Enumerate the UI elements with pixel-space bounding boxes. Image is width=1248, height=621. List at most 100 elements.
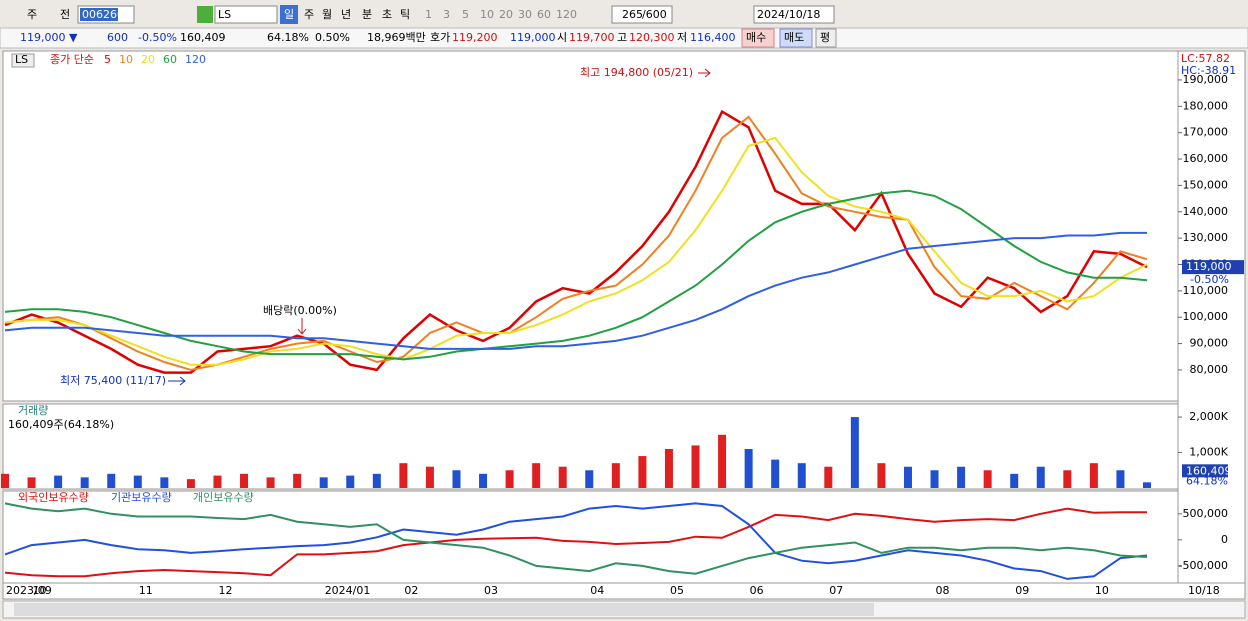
dividend-arrow xyxy=(297,318,307,335)
toolbar-text: LS xyxy=(218,8,231,21)
volume-bar xyxy=(80,477,89,488)
count-input[interactable] xyxy=(611,5,673,24)
y-tick-label: 110,000 xyxy=(1183,284,1229,297)
period-tab[interactable]: 월 xyxy=(322,8,332,21)
y-tick-label: 1,000K xyxy=(1189,446,1228,459)
volume-bar xyxy=(1,473,9,488)
date-input[interactable] xyxy=(753,5,835,24)
volume-bar xyxy=(1089,463,1098,488)
toolbar-text: 시 xyxy=(557,31,567,44)
toolbar-text: 120,300 xyxy=(629,31,675,44)
y-tick-label: 130,000 xyxy=(1183,231,1229,244)
volume-bar xyxy=(850,417,859,488)
volume-bar xyxy=(399,463,408,488)
y-tick-label: 160,000 xyxy=(1183,152,1229,165)
current-volume-rate: 64.18% xyxy=(1186,474,1228,487)
volume-bar xyxy=(585,470,594,488)
series-line xyxy=(4,136,1148,366)
name-input[interactable] xyxy=(214,5,278,24)
y-tick-label: 80,000 xyxy=(1190,363,1229,376)
volume-bar xyxy=(983,470,992,488)
y-tick-label: 2,000K xyxy=(1189,410,1228,423)
period-tab[interactable]: 초 xyxy=(382,8,392,21)
x-tick-label: 10 xyxy=(33,584,47,597)
legend-entry: 60 xyxy=(163,53,177,66)
period-tab[interactable]: 분 xyxy=(362,8,372,21)
count-tab: 3 xyxy=(443,8,450,21)
quote-bar xyxy=(0,27,1248,49)
toolbar-text: 64.18% xyxy=(267,31,309,44)
volume-bar xyxy=(319,477,328,488)
x-tick-label: 08 xyxy=(936,584,950,597)
sell-button[interactable] xyxy=(779,28,813,48)
low-note: 최저 75,400 (11/17) xyxy=(60,374,166,387)
volume-bar xyxy=(160,477,169,488)
y-tick-label: 140,000 xyxy=(1183,205,1229,218)
volume-bar xyxy=(957,466,966,488)
legend-entry: 10 xyxy=(119,53,133,66)
buy-button[interactable] xyxy=(741,28,775,48)
volume-title: 거래량 xyxy=(18,404,48,417)
volume-bar xyxy=(266,477,275,488)
legend-entry: 5 xyxy=(104,53,111,66)
holdings-pane xyxy=(2,490,1179,584)
toolbar-text: 매수 xyxy=(746,31,766,44)
volume-bar xyxy=(452,470,461,488)
x-end-label: 10/18 xyxy=(1188,584,1220,597)
high-note: 최고 194,800 (05/21) xyxy=(580,66,693,79)
legend-entry: 외국인보유수량 xyxy=(18,491,89,504)
y-tick-label: 150,000 xyxy=(1183,178,1229,191)
indicator-hc: HC:-38.91 xyxy=(1181,64,1236,77)
legend-prefix: 종가 단순 xyxy=(50,53,94,66)
volume-bar xyxy=(346,475,355,488)
avg-button[interactable] xyxy=(815,28,837,48)
x-tick-label: 07 xyxy=(829,584,843,597)
volume-bar xyxy=(1036,466,1045,488)
toolbar-text: 매도 xyxy=(784,31,804,44)
period-tab[interactable]: 주 xyxy=(304,8,314,21)
x-tick-label: 03 xyxy=(484,584,498,597)
volume-bar xyxy=(558,466,567,488)
count-tab: 1 xyxy=(425,8,432,21)
toolbar-text: 160,409 xyxy=(180,31,226,44)
volume-bar xyxy=(479,473,488,488)
x-tick-label: 2023/09 xyxy=(6,584,52,597)
toolbar-text: /600 xyxy=(642,8,667,21)
period-tab[interactable]: 일 xyxy=(284,7,294,21)
scroll-thumb[interactable] xyxy=(14,603,874,616)
y-tick-label: 170,000 xyxy=(1183,126,1229,139)
volume-bar xyxy=(293,473,302,488)
current-price-box xyxy=(1182,260,1244,275)
y-tick-label: 90,000 xyxy=(1190,337,1229,350)
x-tick-label: 06 xyxy=(750,584,764,597)
current-change: -0.50% xyxy=(1190,273,1229,286)
count-tab: 30 xyxy=(518,8,532,21)
volume-bar xyxy=(213,475,222,488)
period-selected[interactable] xyxy=(280,5,298,24)
current-volume: 160,409 xyxy=(1186,464,1232,477)
legend-entry: 20 xyxy=(141,53,155,66)
volume-bar xyxy=(1063,470,1072,488)
y-tick-label: 500,000 xyxy=(1183,507,1229,520)
volume-bar xyxy=(638,456,647,488)
volume-bar xyxy=(372,473,381,488)
x-tick-label: 12 xyxy=(218,584,232,597)
volume-bar xyxy=(1010,473,1019,488)
volume-bar xyxy=(133,475,142,488)
volume-bar xyxy=(505,470,514,488)
volume-bar xyxy=(718,434,727,488)
toolbar-text: 006260 xyxy=(82,8,124,21)
period-tab[interactable]: 년 xyxy=(341,8,351,21)
toolbar-text: 119,200 xyxy=(452,31,498,44)
y-tick-label: -500,000 xyxy=(1179,559,1228,572)
y-tick-label: 0 xyxy=(1221,533,1228,546)
volume-bar xyxy=(54,475,63,488)
chart-name: LS xyxy=(15,53,28,66)
y-tick-label: 100,000 xyxy=(1183,310,1229,323)
count-tab: 120 xyxy=(556,8,577,21)
volume-bar xyxy=(240,473,249,488)
high-arrow xyxy=(698,68,711,78)
volume-bar xyxy=(824,466,833,488)
volume-bar xyxy=(107,473,116,488)
period-tab[interactable]: 틱 xyxy=(400,8,410,21)
